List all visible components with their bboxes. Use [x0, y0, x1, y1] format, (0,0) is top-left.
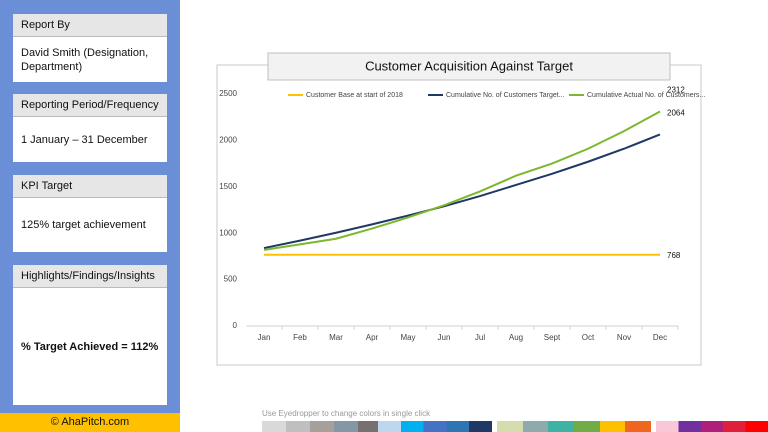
palette-note: Use Eyedropper to change colors in singl…	[262, 409, 431, 418]
footer: © AhaPitch.com	[0, 413, 180, 432]
y-tick-label: 2500	[219, 89, 237, 98]
panel-header: KPI Target	[13, 175, 167, 198]
data-label: 768	[667, 251, 681, 260]
x-tick-label: Oct	[582, 333, 595, 342]
x-tick-label: Sept	[544, 333, 561, 342]
panel-body: 125% target achievement	[13, 198, 167, 252]
x-tick-label: Mar	[329, 333, 343, 342]
y-tick-label: 1500	[219, 182, 237, 191]
chart-frame	[216, 64, 702, 366]
series-line	[263, 133, 661, 250]
panel-body: 1 January – 31 December	[13, 117, 167, 162]
data-label: 2064	[667, 109, 685, 118]
swatch-group[interactable]	[497, 421, 651, 432]
x-tick-label: Jul	[475, 333, 485, 342]
y-tick-label: 500	[224, 275, 238, 284]
legend-label: Customer Base at start of 2018	[306, 92, 403, 99]
panel-body: David Smith (Designation, Department)	[13, 37, 167, 82]
x-tick-label: Feb	[293, 333, 307, 342]
series-line	[263, 110, 661, 251]
legend-label: Cumulative Actual No. of Customers...	[587, 92, 705, 99]
y-tick-label: 0	[233, 321, 238, 330]
swatch-group[interactable]	[656, 421, 768, 432]
x-tick-label: Jan	[258, 333, 271, 342]
panel-header: Highlights/Findings/Insights	[13, 265, 167, 288]
x-tick-label: Nov	[617, 333, 631, 342]
panel-body: % Target Achieved = 112%	[13, 288, 167, 405]
y-tick-label: 1000	[219, 228, 237, 237]
x-tick-label: Apr	[366, 333, 379, 342]
title-box	[267, 52, 671, 81]
x-tick-label: Aug	[509, 333, 523, 342]
sidebar: Report By David Smith (Designation, Depa…	[0, 0, 180, 432]
chart-title: Customer Acquisition Against Target	[365, 58, 573, 73]
data-label: 2312	[667, 86, 685, 95]
y-tick-label: 2000	[219, 136, 237, 145]
panel-header: Report By	[13, 14, 167, 37]
swatch-group[interactable]	[378, 421, 492, 432]
legend-label: Cumulative No. of Customers Target...	[446, 92, 565, 99]
x-tick-label: Dec	[653, 333, 667, 342]
x-tick-label: Jun	[438, 333, 451, 342]
swatch-group[interactable]	[262, 421, 382, 432]
x-tick-label: May	[400, 333, 415, 342]
panel-header: Reporting Period/Frequency	[13, 94, 167, 117]
